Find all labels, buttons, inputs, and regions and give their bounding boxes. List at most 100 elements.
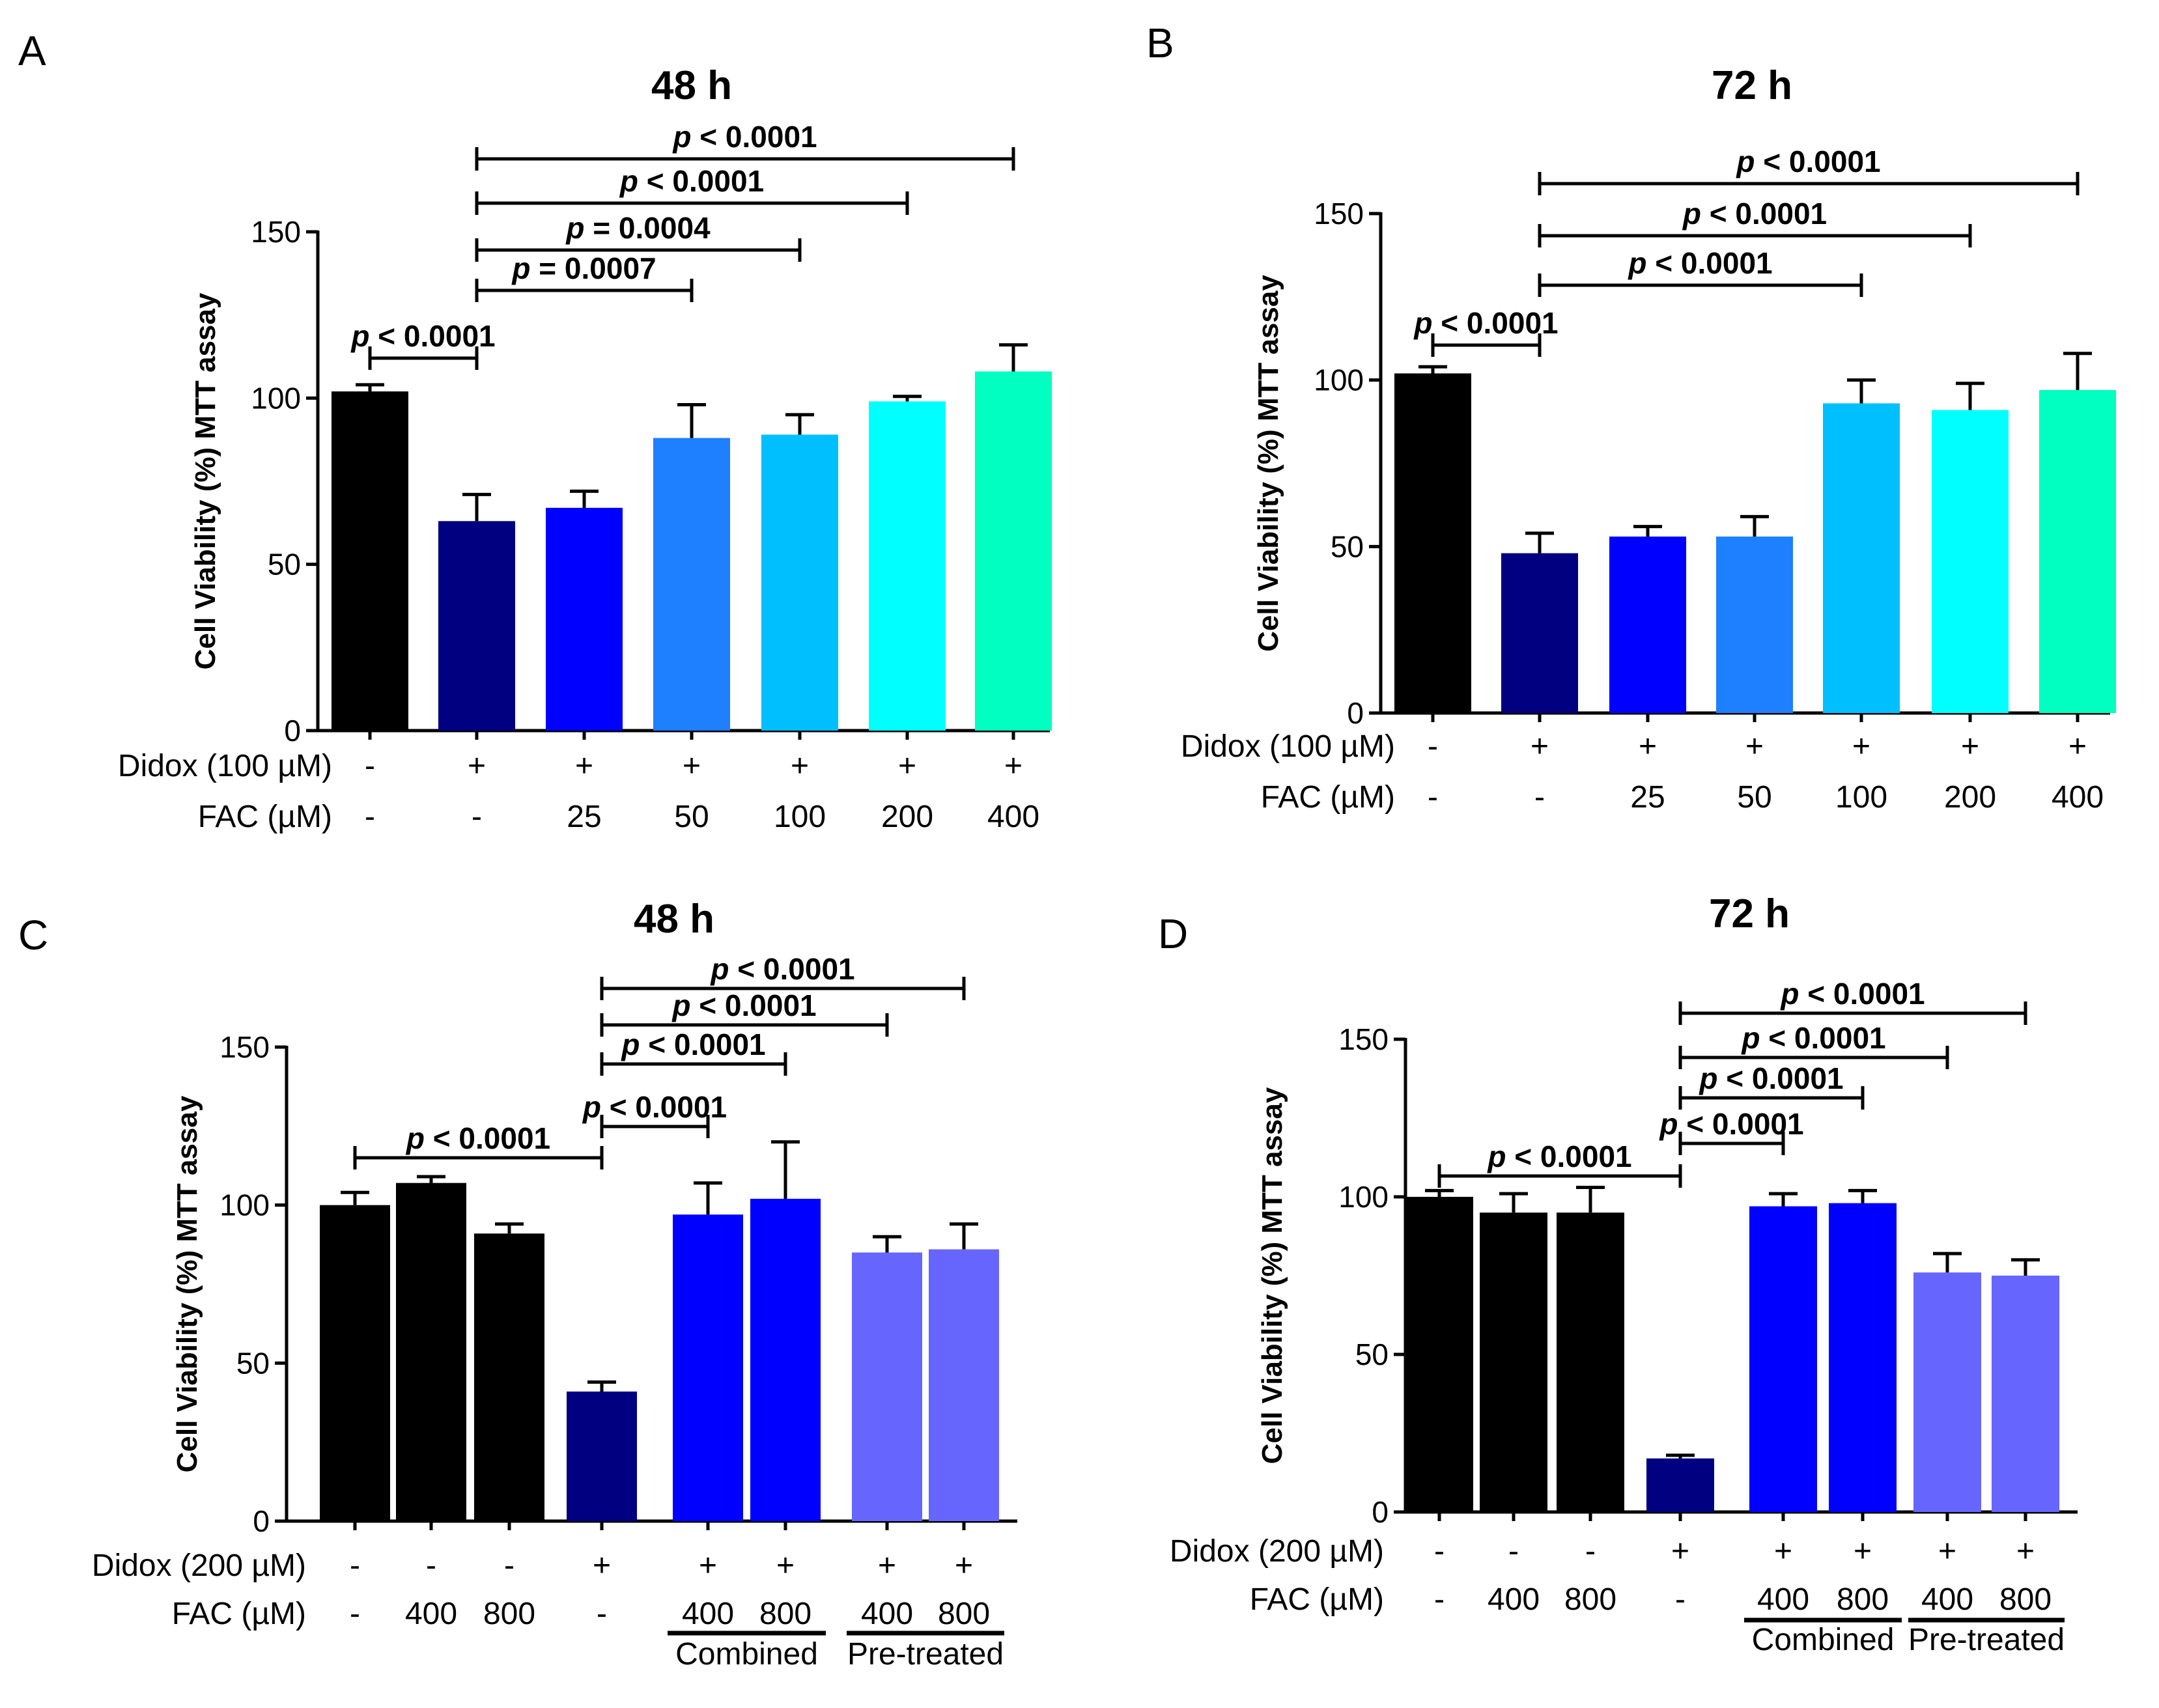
significance-label: p < 0.0001 [671,120,817,154]
panel-b: B 72 h Cell Viability (%) MTT assay 0 50 100 1… [1146,20,2116,815]
condition-value: + [2016,1534,2035,1569]
condition-value: 800 [1999,1582,2052,1617]
chart-title: 72 h [1712,63,1792,108]
panel-d: D 72 h Cell Viability (%) MTT assay 0 50 100 1… [1158,891,2078,1657]
condition-value: 400 [405,1597,457,1631]
condition-value: 800 [1837,1582,1889,1617]
condition-value: + [791,749,809,783]
bar [1557,1212,1624,1512]
y-tick-label: 150 [251,215,301,249]
condition-value: + [1745,729,1764,764]
condition-value: - [1434,1582,1445,1617]
bar [1823,403,1900,713]
bar [1501,553,1578,713]
condition-value: 800 [938,1597,990,1631]
condition-value: + [683,749,701,783]
bar [1749,1206,1817,1512]
condition-value: + [1004,749,1023,783]
bar [929,1249,999,1521]
bar [1829,1203,1897,1512]
bar [2039,390,2116,713]
y-tick-label: 50 [236,1346,270,1380]
condition-value: 25 [1630,780,1665,815]
significance-label: p < 0.0001 [671,988,816,1022]
condition-value: 50 [674,800,709,834]
condition-value: - [350,1548,360,1583]
condition-value: + [878,1548,896,1583]
condition-value: - [1675,1582,1686,1617]
group-label: Combined [675,1637,818,1672]
condition-value: + [699,1548,717,1583]
condition-value: + [1961,729,1979,764]
condition-value: - [1428,780,1438,815]
condition-value: - [1534,780,1545,815]
significance-label: p < 0.0001 [582,1090,727,1124]
panel-letter: C [18,912,48,959]
condition-row-label: FAC (µM) [172,1597,306,1631]
group-label: Pre-treated [1908,1623,2065,1657]
condition-value: 25 [567,800,601,834]
significance-bracket [1431,333,1542,357]
condition-value: 200 [1944,780,1996,815]
panel-a: A 48 h Cell Viability (%) MTT assay 0 50 100 1… [18,27,1052,834]
condition-value: - [365,800,375,834]
bar [975,371,1052,731]
condition-value: + [593,1548,611,1583]
y-tick-label: 100 [219,1188,270,1222]
significance-bracket [600,1013,889,1037]
condition-value: 100 [774,800,826,834]
condition-value: - [1508,1534,1519,1569]
significance-label: p = 0.0007 [511,251,656,285]
condition-row-label: Didox (100 µM) [118,749,332,783]
significance-bracket [1538,224,1972,247]
significance-label: p < 0.0001 [350,319,495,353]
significance-label: p < 0.0001 [1486,1140,1631,1173]
y-tick-label: 0 [284,714,301,748]
bar [1932,410,2009,713]
significance-bracket [1538,273,1863,297]
significance-bracket [1538,172,2080,195]
condition-value: - [597,1597,607,1631]
condition-value: - [426,1548,436,1583]
condition-row-label: FAC (µM) [1261,780,1395,815]
bar [761,434,838,731]
condition-value: + [1854,1534,1872,1569]
y-tick-label: 0 [1347,696,1364,730]
condition-value: - [365,749,375,783]
significance-bracket [600,1052,787,1076]
bar [750,1198,821,1521]
y-tick-label: 150 [1338,1022,1389,1056]
significance-label: p < 0.0001 [709,952,854,986]
significance-label: p < 0.0001 [1779,977,1925,1011]
panel-letter: D [1158,910,1188,957]
condition-row-label: Didox (100 µM) [1181,729,1395,764]
condition-value: 200 [881,800,933,834]
significance-label: p < 0.0001 [1698,1061,1843,1095]
significance-label: p < 0.0001 [1735,145,1880,178]
bar [1992,1276,2059,1512]
chart-title: 48 h [634,897,714,942]
chart-title: 48 h [651,63,732,108]
y-tick-label: 0 [1372,1495,1389,1529]
y-axis-label: Cell Viability (%) MTT assay [1252,275,1284,652]
significance-label: p = 0.0004 [565,211,711,245]
condition-value: + [1852,729,1870,764]
significance-bracket [1678,1132,1785,1155]
bar [673,1214,743,1521]
bar [1609,536,1686,713]
significance-label: p < 0.0001 [620,1028,765,1061]
y-tick-label: 50 [1355,1337,1389,1371]
y-tick-label: 150 [219,1030,270,1064]
significance-label: p < 0.0001 [405,1121,550,1155]
bar [1716,536,1793,713]
bar [332,391,408,731]
y-axis-label: Cell Viability (%) MTT assay [171,1095,203,1472]
condition-value: 400 [682,1597,734,1631]
condition-value: 400 [1757,1582,1809,1617]
bar [1405,1197,1473,1512]
significance-bracket [1437,1164,1682,1188]
significance-bracket [1678,1046,1949,1069]
condition-value: 800 [483,1597,535,1631]
condition-value: 800 [1564,1582,1616,1617]
